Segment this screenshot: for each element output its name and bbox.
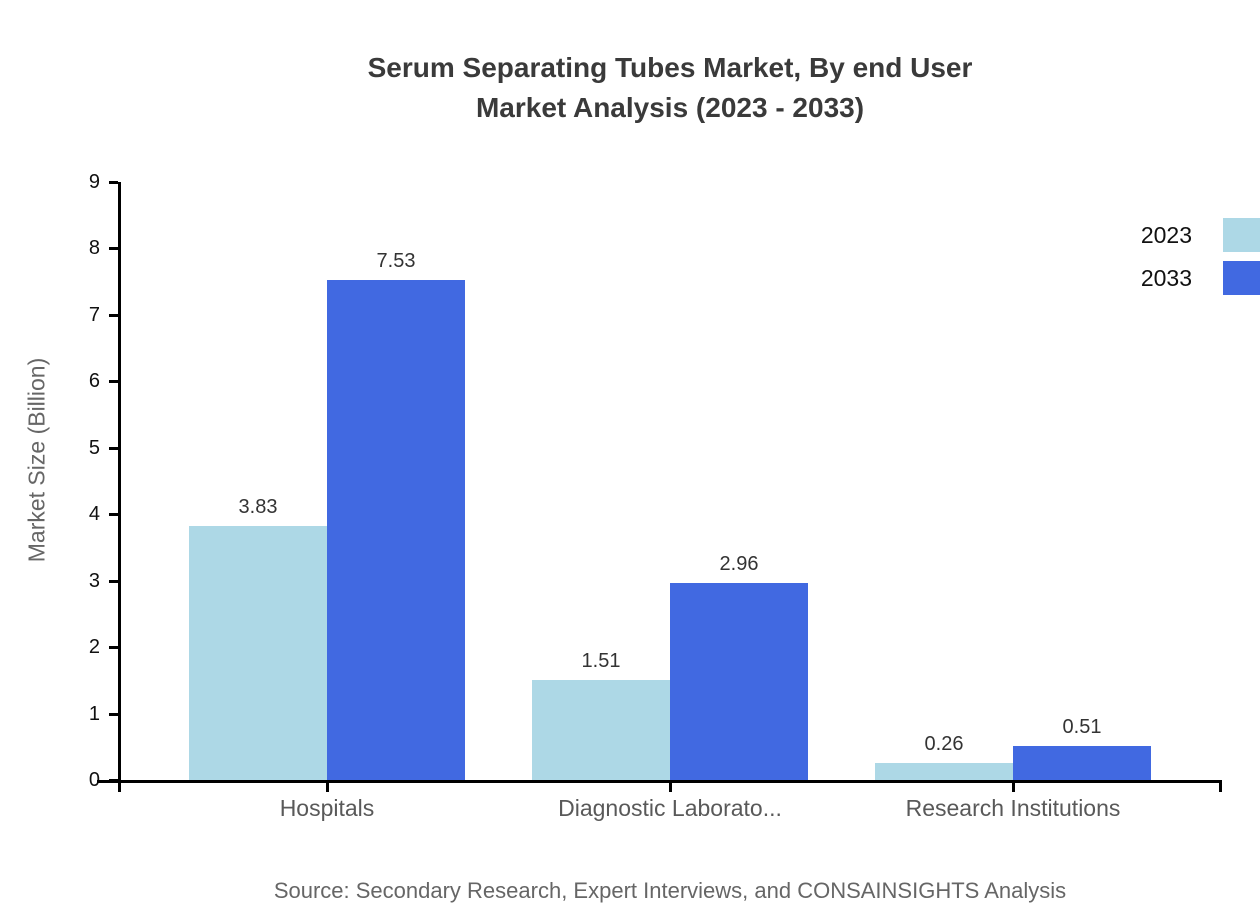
category-label: Hospitals [279,795,375,821]
value-label: 0.26 [924,732,964,755]
legend-item: 2023 [1141,218,1260,252]
y-tick-label: 1 [88,702,100,725]
y-tick [109,181,118,184]
bar-2023 [189,525,327,780]
legend: 2023 2033 [1141,218,1260,304]
y-tick-label: 6 [88,370,100,393]
chart-title-line2: Market Analysis (2023 - 2033) [475,92,865,123]
chart-title-line1: Serum Separating Tubes Market, By end Us… [367,52,973,83]
legend-swatch [1223,261,1260,295]
bar-2033 [670,583,808,780]
y-tick [109,646,118,650]
y-tick-label: 0 [88,769,100,791]
y-tick [109,712,118,716]
category-label: Diagnostic Laborato... [558,795,782,821]
y-tick-label: 5 [88,436,100,459]
value-label: 1.51 [581,649,621,672]
y-tick-label: 4 [88,503,100,526]
y-tick [109,247,118,251]
bar-2023 [875,762,1013,780]
y-tick [109,313,118,317]
category-label: Research Institutions [905,795,1121,821]
legend-label: 2033 [1140,264,1192,291]
x-tick [325,780,329,792]
legend-item: 2033 [1141,261,1260,295]
y-tick-label: 3 [88,569,100,592]
bar-2033 [1013,746,1151,780]
value-label: 0.51 [1062,716,1102,739]
y-tick [109,446,118,450]
y-axis-line [118,182,121,792]
x-axis-end-tick [1219,780,1222,792]
x-tick [1011,780,1015,792]
value-label: 2.96 [719,553,759,576]
source-note: Source: Secondary Research, Expert Inter… [273,878,1067,903]
y-tick-label: 7 [88,303,100,326]
x-axis-line [97,780,1222,783]
y-tick-label: 9 [88,171,100,193]
y-tick [109,513,118,517]
x-tick [668,780,672,792]
y-tick [109,380,118,384]
bar-groups: 3.83 7.53 Hospitals 1.51 2.96 Diagnostic Labo… [118,182,1222,821]
y-tick [109,579,118,583]
plot-area: 0 1 2 3 4 5 6 7 8 9 3.83 7.53 Hospitals 1.51 2.96 Diag… [89,171,1222,821]
bar-group: 3.83 7.53 Hospitals [189,182,465,821]
y-tick-label: 2 [88,636,100,659]
bar-group: 1.51 2.96 Diagnostic Laborato... [532,182,808,821]
legend-swatch [1223,218,1260,252]
bar-2033 [327,279,465,780]
bar-2023 [532,679,670,780]
bar-group: 0.26 0.51 Research Institutions [875,182,1151,821]
legend-label: 2023 [1140,221,1192,248]
value-label: 3.83 [238,495,278,518]
chart-title: Serum Separating Tubes Market, By end Us… [118,48,1222,128]
value-label: 7.53 [376,249,416,272]
y-tick-label: 8 [88,237,100,260]
